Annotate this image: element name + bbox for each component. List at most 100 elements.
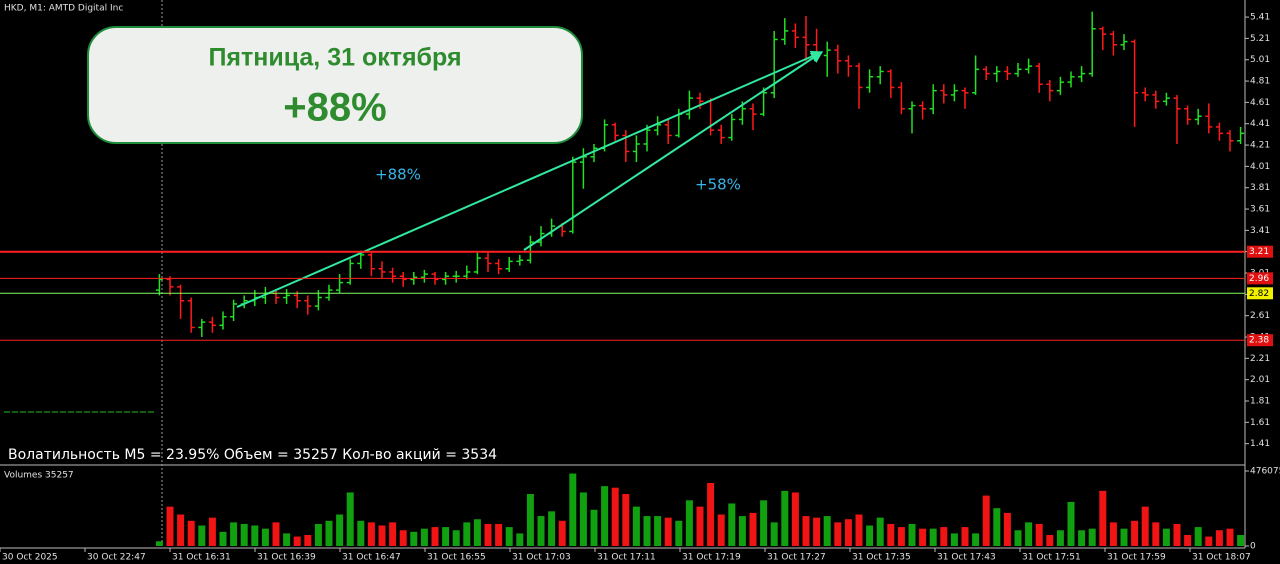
y-tick-label: 1.41 xyxy=(1250,439,1270,449)
volume-bar xyxy=(336,514,344,546)
volume-bar xyxy=(664,517,672,546)
volume-bar xyxy=(261,528,269,546)
volume-bar xyxy=(251,525,259,546)
volume-bar xyxy=(696,506,704,546)
x-tick-label: 31 Oct 17:35 xyxy=(852,553,911,563)
y-tick-label: 4.21 xyxy=(1250,141,1270,151)
volume-bar xyxy=(940,527,948,546)
volume-bar xyxy=(293,536,301,546)
volume-bar xyxy=(219,531,227,546)
volume-bar xyxy=(495,523,503,546)
volume-bar xyxy=(982,495,990,546)
volume-bar xyxy=(548,511,556,546)
volume-bar xyxy=(813,517,821,546)
volume-bar xyxy=(420,528,428,546)
y-tick-label: 2.01 xyxy=(1250,375,1270,385)
volume-bar xyxy=(1056,530,1064,546)
volume-bar xyxy=(1067,501,1075,546)
volume-bar xyxy=(473,519,481,546)
volume-title: Volumes 35257 xyxy=(4,471,74,481)
y-tick-label: 3.81 xyxy=(1250,183,1270,193)
volume-bar xyxy=(558,520,566,546)
volume-bar xyxy=(1003,512,1011,546)
volume-bar xyxy=(304,534,312,546)
volume-bar xyxy=(844,519,852,546)
stats-text: Волатильность М5 = 23.95% Объем = 35257 … xyxy=(8,447,497,463)
x-tick-label: 31 Oct 16:47 xyxy=(342,553,401,563)
volume-bar xyxy=(897,527,905,546)
callout-value: +88% xyxy=(283,86,386,130)
volume-bar xyxy=(643,516,651,546)
volume-bar xyxy=(908,523,916,546)
volume-bar xyxy=(505,527,513,546)
x-tick-label: 31 Oct 16:31 xyxy=(172,553,231,563)
volume-bar xyxy=(1215,530,1223,546)
level-label: 2.38 xyxy=(1249,336,1269,346)
volume-bar xyxy=(579,492,587,546)
y-tick-label: 5.21 xyxy=(1250,34,1270,44)
y-tick-label: 5.01 xyxy=(1250,55,1270,65)
volume-bar xyxy=(389,522,397,546)
x-tick-label: 31 Oct 17:43 xyxy=(937,553,996,563)
x-tick-label: 31 Oct 17:11 xyxy=(597,553,656,563)
x-tick-label: 30 Oct 22:47 xyxy=(87,553,146,563)
x-tick-label: 31 Oct 17:51 xyxy=(1022,553,1081,563)
volume-bar xyxy=(622,494,630,546)
y-tick-label: 2.21 xyxy=(1250,354,1270,364)
volume-bar xyxy=(685,500,693,546)
volume-bar xyxy=(1131,520,1139,546)
volume-bar xyxy=(1162,528,1170,546)
y-tick-label: 3.61 xyxy=(1250,205,1270,215)
x-tick-label: 31 Oct 17:27 xyxy=(767,553,826,563)
volume-bar xyxy=(155,541,163,546)
volume-bar xyxy=(484,523,492,546)
volume-bar xyxy=(823,516,831,546)
volume-bar xyxy=(770,522,778,546)
volume-bar xyxy=(972,533,980,546)
volume-bar xyxy=(187,520,195,546)
volume-bar xyxy=(1226,528,1234,546)
volume-bar xyxy=(738,516,746,546)
volume-bar xyxy=(1099,490,1107,546)
level-label-box xyxy=(1247,334,1273,347)
marks xyxy=(155,11,1245,546)
arrow xyxy=(236,50,824,308)
x-tick-label: 31 Oct 17:59 xyxy=(1107,553,1166,563)
volume-bar xyxy=(452,530,460,546)
callout-date: Пятница, 31 октября xyxy=(208,44,461,72)
y-tick-label: 4.61 xyxy=(1250,98,1270,108)
y-tick-label: 1.81 xyxy=(1250,397,1270,407)
volume-bar xyxy=(240,523,248,546)
volume-bar xyxy=(590,509,598,546)
volume-bar xyxy=(611,487,619,546)
x-tick-label: 31 Oct 17:19 xyxy=(682,553,741,563)
y-tick-label: 2.61 xyxy=(1250,311,1270,321)
volume-bar xyxy=(1120,528,1128,546)
arrow xyxy=(523,51,823,251)
volume-bar xyxy=(1078,530,1086,546)
volume-bar xyxy=(632,506,640,546)
volume-bar xyxy=(166,506,174,546)
volume-bar xyxy=(177,514,185,546)
volume-bar xyxy=(367,522,375,546)
volume-bar xyxy=(802,516,810,546)
y-tick-label: 4.01 xyxy=(1250,162,1270,172)
y-tick-label: 3.41 xyxy=(1250,226,1270,236)
callout-box xyxy=(87,26,583,144)
x-tick-label: 31 Oct 17:03 xyxy=(512,553,571,563)
volume-bar xyxy=(1184,534,1192,546)
volume-bar xyxy=(272,522,280,546)
level-label-box xyxy=(1247,287,1273,300)
volume-bar xyxy=(950,533,958,546)
volume-bar xyxy=(1152,522,1160,546)
x-tick-label: 31 Oct 16:39 xyxy=(257,553,316,563)
x-tick-label: 31 Oct 18:07 xyxy=(1192,553,1251,563)
volume-bar xyxy=(346,492,354,546)
volume-bar xyxy=(791,492,799,546)
volume-bar xyxy=(1109,522,1117,546)
volume-bar xyxy=(834,522,842,546)
volume-bar xyxy=(781,490,789,546)
volume-bar xyxy=(442,527,450,546)
volume-bar xyxy=(1025,522,1033,546)
